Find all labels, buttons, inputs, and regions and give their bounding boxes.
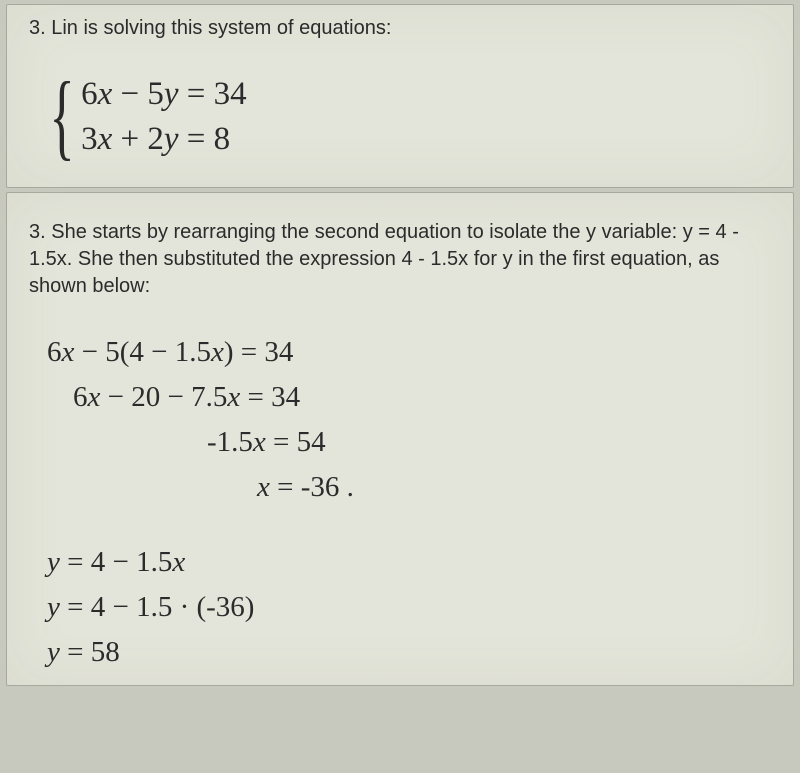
work-line-1: 6x − 5(4 − 1.5x) = 34 [47,330,771,375]
work-line-7: y = 58 [47,630,771,675]
solution-prompt: 3. She starts by rearranging the second … [29,219,771,300]
work-line-3: -1.5x = 54 [47,420,771,465]
work-block-2: y = 4 − 1.5x y = 4 − 1.5 · (-36) y = 58 [47,540,771,675]
work-line-5: y = 4 − 1.5x [47,540,771,585]
solution-card: 3. She starts by rearranging the second … [6,192,794,686]
work-block-1: 6x − 5(4 − 1.5x) = 34 6x − 20 − 7.5x = 3… [47,330,771,510]
question-prompt: 3. Lin is solving this system of equatio… [29,15,771,42]
equation-1: 6x − 5y = 34 [81,72,247,117]
work-line-6: y = 4 − 1.5 · (-36) [47,585,771,630]
work-line-4: x = -36 . [47,465,771,510]
question-card: 3. Lin is solving this system of equatio… [6,4,794,188]
equation-list: 6x − 5y = 34 3x + 2y = 8 [81,72,247,161]
equation-2: 3x + 2y = 8 [81,117,247,162]
equation-system: { 6x − 5y = 34 3x + 2y = 8 [39,72,771,161]
work-line-2: 6x − 20 − 7.5x = 34 [47,375,771,420]
brace-left: { [49,73,74,159]
